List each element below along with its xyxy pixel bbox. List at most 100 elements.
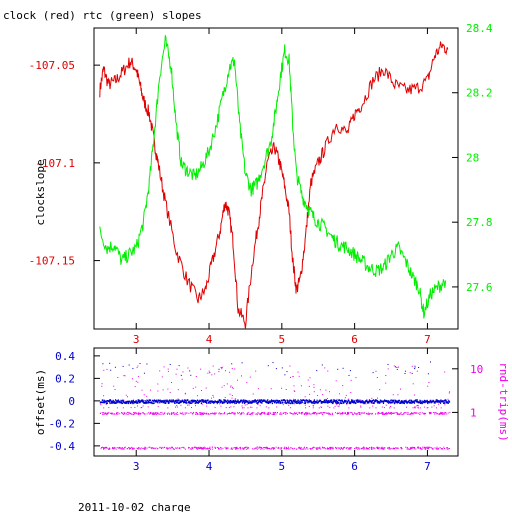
offset-point xyxy=(239,401,241,403)
offset-point xyxy=(238,401,240,403)
rnd-trip-point xyxy=(382,412,384,414)
offset-point xyxy=(102,399,104,402)
offset-point xyxy=(335,401,337,403)
rnd-trip-point xyxy=(243,448,245,450)
rnd-trip-point xyxy=(309,447,311,449)
rnd-trip-point xyxy=(305,448,307,450)
rnd-trip-point xyxy=(375,413,377,415)
rnd-trip-point xyxy=(228,407,230,409)
rnd-trip-point xyxy=(329,448,331,450)
offset-point xyxy=(228,400,230,402)
rnd-trip-point xyxy=(381,406,383,408)
rnd-trip-point xyxy=(222,366,224,368)
offset-point xyxy=(408,402,411,404)
offset-point xyxy=(259,399,261,401)
offset-point xyxy=(298,402,300,404)
offset-point xyxy=(269,400,271,402)
rnd-trip-point xyxy=(302,448,304,450)
rnd-trip-point xyxy=(175,447,177,449)
rnd-trip-point xyxy=(290,447,292,448)
rnd-trip-point xyxy=(254,448,256,450)
rnd-trip-point xyxy=(278,446,280,448)
rnd-trip-point xyxy=(345,448,347,449)
offset-point xyxy=(214,401,216,403)
offset-point xyxy=(132,402,134,405)
rnd-trip-point xyxy=(103,448,105,450)
rnd-trip-point xyxy=(231,412,233,414)
rnd-trip-point xyxy=(169,413,170,415)
offset-point xyxy=(298,400,300,402)
offset-point xyxy=(179,401,181,404)
rnd-trip-point xyxy=(322,394,324,396)
rnd-trip-point xyxy=(356,413,358,415)
rnd-trip-point xyxy=(212,395,214,396)
rnd-trip-point xyxy=(341,447,343,449)
rnd-trip-point xyxy=(106,413,107,415)
rnd-trip-point xyxy=(321,406,323,408)
offset-point xyxy=(108,400,110,403)
rnd-trip-point xyxy=(140,447,142,449)
offset-point xyxy=(292,402,294,405)
offset-point xyxy=(361,400,364,402)
rnd-trip-point xyxy=(229,412,231,414)
offset-point xyxy=(254,399,256,401)
rnd-trip-point xyxy=(220,412,222,414)
rnd-trip-point xyxy=(257,404,259,405)
offset-point xyxy=(332,400,334,403)
offset-point xyxy=(287,400,289,402)
rnd-trip-point xyxy=(427,447,429,449)
rnd-trip-point xyxy=(195,446,197,448)
offset-point xyxy=(220,399,222,402)
rnd-trip-point xyxy=(425,448,427,449)
rnd-trip-point xyxy=(426,446,428,448)
rnd-trip-point xyxy=(285,413,287,415)
offset-point xyxy=(236,400,239,403)
rnd-trip-point xyxy=(377,397,378,399)
rnd-trip-point xyxy=(295,413,297,415)
rnd-trip-point xyxy=(290,376,291,378)
rnd-trip-point xyxy=(392,447,394,449)
offset-point xyxy=(219,400,221,402)
offset-point xyxy=(260,400,262,402)
top-plot-frame xyxy=(93,27,459,330)
rnd-trip-point xyxy=(211,397,212,399)
rnd-trip-point xyxy=(409,447,411,449)
rnd-trip-point xyxy=(207,413,209,415)
rnd-trip-point xyxy=(290,407,292,409)
rnd-trip-point xyxy=(157,412,159,414)
rnd-trip-point xyxy=(357,447,359,448)
offset-point xyxy=(430,361,431,363)
rnd-trip-point xyxy=(397,447,399,449)
offset-point xyxy=(106,402,108,405)
rnd-trip-point xyxy=(377,448,379,450)
rnd-trip-point xyxy=(207,372,209,374)
rnd-trip-point xyxy=(121,413,123,415)
rnd-trip-point xyxy=(307,412,309,414)
rnd-trip-point xyxy=(436,446,438,448)
rnd-trip-point xyxy=(264,413,266,415)
rnd-trip-point xyxy=(197,447,199,449)
offset-point xyxy=(351,399,353,401)
offset-point xyxy=(419,402,421,404)
rnd-trip-point xyxy=(294,412,296,414)
rnd-trip-point xyxy=(226,447,228,449)
offset-point xyxy=(235,402,237,404)
offset-point xyxy=(259,401,261,403)
rnd-trip-point xyxy=(122,447,123,449)
rnd-trip-point xyxy=(405,412,407,414)
offset-point xyxy=(271,399,273,401)
rnd-trip-point xyxy=(137,412,139,414)
offset-point xyxy=(138,401,140,404)
offset-point xyxy=(248,400,250,402)
rnd-trip-point xyxy=(414,412,416,414)
rnd-trip-point xyxy=(175,413,177,415)
rnd-trip-point xyxy=(336,413,338,415)
offset-point xyxy=(142,399,144,402)
rnd-trip-point xyxy=(147,412,149,414)
offset-point xyxy=(448,401,451,403)
rnd-trip-point xyxy=(248,412,250,414)
rnd-trip-point xyxy=(226,413,228,415)
rnd-trip-point xyxy=(199,447,201,449)
rnd-trip-point xyxy=(352,413,354,415)
offset-point xyxy=(106,400,108,402)
